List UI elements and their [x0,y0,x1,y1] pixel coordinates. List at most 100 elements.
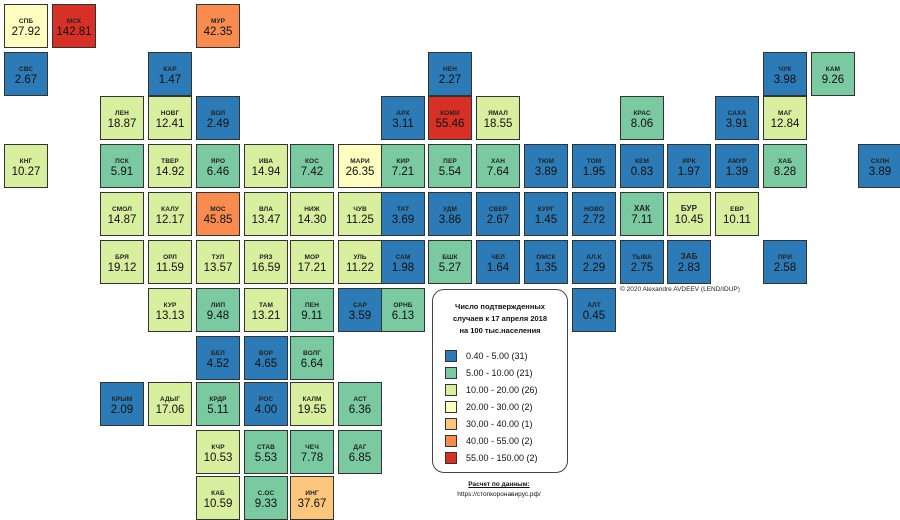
region-tile: БЕЛ 4.52 [196,336,240,380]
region-value: 7.11 [631,214,653,226]
region-value: 0.45 [582,310,606,322]
region-code: НИЖ [304,206,320,213]
region-tile: ЛИП 9.48 [196,288,240,332]
region-value: 5.54 [438,166,462,178]
region-value: 2.67 [486,214,510,226]
region-code: ЧЕЛ [491,254,505,261]
region-value: 1.35 [534,262,558,274]
region-tile: ЯРО 6.46 [196,144,240,188]
legend-item: 30.00 - 40.00 (1) [445,418,565,432]
region-code: ЛИП [210,302,226,309]
region-code: ТВЕР [161,158,179,165]
region-tile: ПЕР 5.54 [428,144,472,188]
region-code: ХАН [490,158,506,165]
region-code: РОС [258,396,274,403]
region-tile: АДЫГ 17.06 [148,382,192,426]
legend: Число подтвержденных случаев к 17 апреля… [432,289,568,473]
region-tile: ТЮМ 3.89 [524,144,568,188]
region-code: САР [353,302,367,309]
region-tile: КОМИ 55.46 [428,96,472,140]
region-value: 6.13 [391,310,415,322]
legend-item: 0.40 - 5.00 (31) [445,350,565,364]
region-value: 26.35 [345,166,375,178]
region-value: 7.42 [300,166,324,178]
region-tile: ЯМАЛ 18.55 [476,96,520,140]
region-value: 11.25 [346,214,374,226]
region-code: АДЫГ [159,396,180,403]
region-code: АЛТ [587,302,601,309]
region-code: СВС [18,66,34,73]
region-code: АСТ [353,396,367,403]
region-code: ЯРО [210,158,226,165]
region-code: СПБ [18,18,34,25]
region-tile: НЕН 2.27 [428,52,472,96]
region-value: 1.47 [158,74,182,86]
region-code: УЛЬ [353,254,367,261]
region-code: КАЛМ [302,396,322,403]
region-tile: КУР 13.13 [148,288,192,332]
region-code: ЕВР [730,206,744,213]
region-code: ТЮМ [537,158,555,165]
region-value: 4.00 [254,404,278,416]
region-tile: ДАГ 6.85 [338,430,382,474]
region-value: 27.92 [11,26,41,38]
region-tile: КАБ 10.59 [196,476,240,520]
region-tile: УДМ 3.86 [428,192,472,236]
region-value: 11.22 [346,262,374,274]
region-code: МОС [210,206,226,213]
region-tile: ВОЛ 2.49 [196,96,240,140]
region-code: ВОЛГ [302,350,322,357]
region-code: КАБ [211,490,225,497]
source-link[interactable]: https://стопкоронавирус.рф/ [457,491,541,498]
region-tile: САМ 1.98 [381,240,425,284]
region-value: 11.59 [156,262,184,274]
region-code: ТАМ [259,302,273,309]
region-value: 17.21 [297,262,327,274]
region-code: УДМ [442,206,458,213]
region-value: 3.98 [773,74,797,86]
region-value: 6.46 [206,166,230,178]
legend-item: 40.00 - 55.00 (2) [445,435,565,449]
region-value: 142.81 [56,26,92,38]
region-tile: МСК 142.81 [52,4,96,48]
region-tile: АЛ.К 2.29 [572,240,616,284]
region-tile: МУР 42.35 [196,4,240,48]
region-tile: ЧЕЧ 7.78 [290,430,334,474]
region-value: 10.53 [203,452,233,464]
region-tile: БУР 10.45 [667,192,711,236]
region-tile: АМУР 1.39 [715,144,759,188]
region-tile: ХАБ 8.28 [763,144,807,188]
region-value: 1.97 [677,166,701,178]
region-value: 4.65 [254,358,278,370]
legend-item: 55.00 - 150.00 (2) [445,452,565,466]
region-code: КРДР [209,396,227,403]
region-value: 2.72 [582,214,606,226]
region-tile: ЛЕН 18.87 [100,96,144,140]
legend-title-line: на 100 тыс.населения [459,326,541,335]
region-value: 37.67 [297,498,327,510]
region-code: КНГ [19,158,33,165]
region-code: НОВО [584,206,604,213]
region-value: 10.27 [11,166,41,178]
region-code: ВОЛ [210,110,226,117]
region-value: 1.95 [582,166,606,178]
legend-title-line: Число подтвержденных [455,302,545,311]
region-value: 2.75 [630,262,654,274]
region-tile: КАЛМ 19.55 [290,382,334,426]
region-tile: ТАМ 13.21 [244,288,288,332]
region-tile: С.ОС 9.33 [244,476,288,520]
region-code: КАМ [825,66,841,73]
region-tile: КОС 7.42 [290,144,334,188]
region-value: 12.41 [155,118,185,130]
region-tile: ХАН 7.64 [476,144,520,188]
region-tile: КАР 1.47 [148,52,192,96]
region-code: АМУР [727,158,747,165]
region-tile: УЛЬ 11.22 [338,240,382,284]
region-value: 6.36 [348,404,372,416]
region-code: МСК [66,18,82,25]
region-value: 13.21 [251,310,281,322]
region-code: ЛЕН [115,110,129,117]
legend-swatch [445,350,457,362]
region-tile: ЧУВ 11.25 [338,192,382,236]
region-tile: КАМ 9.26 [811,52,855,96]
